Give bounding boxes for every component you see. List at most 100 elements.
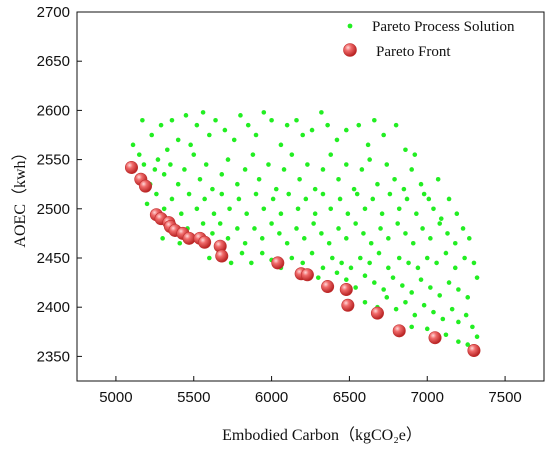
process-solution-point [456, 339, 461, 344]
process-solution-point [401, 186, 407, 192]
x-tick-label: 7000 [411, 389, 444, 406]
process-solution-point [378, 226, 383, 231]
process-solution-point [182, 167, 187, 172]
process-solution-point [395, 221, 400, 226]
process-solution-point [452, 265, 458, 271]
process-solution-point [311, 221, 316, 226]
process-solution-point [396, 255, 402, 261]
pareto-front-point [392, 324, 406, 338]
x-axis-title: Embodied Carbon（kgCO₂e） [222, 426, 422, 444]
y-tick-label: 2700 [37, 4, 70, 21]
process-solution-point [211, 211, 217, 217]
process-solution-point [236, 196, 242, 202]
process-solution-point [412, 152, 418, 157]
process-solution-point [428, 285, 433, 290]
pareto-front-point [370, 306, 384, 320]
process-solution-point [161, 206, 167, 212]
process-solution-point [160, 236, 165, 241]
process-solution-point [219, 172, 225, 177]
process-solution-point [361, 231, 366, 236]
process-solution-point [309, 127, 315, 133]
process-solution-point [353, 221, 358, 226]
process-solution-point [186, 191, 192, 197]
process-solution-point [284, 240, 290, 246]
process-solution-point [344, 277, 349, 282]
process-solution-point [213, 117, 218, 123]
process-solution-point [351, 186, 357, 192]
y-tick-label: 2350 [37, 348, 70, 365]
process-solution-point [421, 191, 427, 197]
pareto-front-point [215, 249, 229, 263]
process-solution-point [278, 211, 284, 217]
process-solution-point [362, 299, 368, 305]
process-solution-point [261, 110, 267, 115]
process-solution-point [235, 181, 240, 187]
process-solution-point [449, 306, 455, 312]
process-solution-point [158, 122, 164, 128]
process-solution-point [418, 181, 424, 187]
process-solution-point [372, 280, 377, 285]
process-solution-point [370, 196, 376, 202]
process-solution-point [242, 167, 248, 172]
process-solution-point [305, 162, 310, 167]
pareto-front-point [271, 256, 285, 270]
process-solution-point [368, 240, 374, 246]
process-solution-point [183, 113, 189, 118]
pareto-front-point [198, 235, 212, 249]
process-solution-point [367, 260, 372, 266]
process-solution-point [424, 255, 430, 261]
process-solution-point [303, 196, 309, 202]
process-solution-point [412, 312, 418, 318]
y-tick-label: 2600 [37, 102, 70, 119]
process-solution-point [406, 260, 411, 266]
process-solution-point [169, 117, 175, 123]
process-solution-point [266, 162, 271, 167]
process-solution-point [326, 240, 332, 246]
process-solution-point [273, 186, 279, 192]
process-solution-point [259, 236, 265, 241]
process-solution-point [443, 250, 449, 256]
process-solution-point [253, 132, 259, 138]
process-solution-point [362, 273, 368, 279]
process-solution-point [337, 196, 343, 202]
process-solution-point [431, 206, 436, 212]
process-solution-point [353, 285, 358, 290]
process-solution-point [358, 255, 363, 261]
process-solution-point [339, 260, 344, 266]
process-solution-point [238, 113, 243, 118]
process-solution-point [376, 250, 382, 256]
process-solution-point [403, 231, 408, 236]
process-solution-point [197, 176, 203, 182]
plot-frame [76, 11, 545, 382]
process-solution-point [437, 221, 443, 226]
process-solution-point [379, 211, 385, 217]
process-solution-point [320, 167, 326, 172]
legend-marker-process [347, 23, 353, 29]
y-tick-label: 2500 [37, 201, 70, 218]
process-solution-point [261, 206, 267, 212]
process-solution-point [286, 191, 292, 197]
process-solution-point [154, 191, 159, 197]
process-solution-point [404, 196, 410, 202]
process-solution-point [390, 275, 396, 280]
process-solution-point [177, 240, 183, 246]
process-solution-point [348, 265, 354, 271]
process-solution-point [203, 162, 209, 167]
x-tick-label: 6500 [333, 389, 366, 406]
y-tick-label: 2450 [37, 250, 70, 267]
process-solution-point [396, 206, 402, 212]
process-solution-point [452, 240, 458, 246]
process-solution-point [384, 162, 390, 167]
process-solution-point [465, 295, 471, 300]
process-solution-point [386, 236, 391, 241]
x-tick-label: 7500 [488, 389, 521, 406]
process-solution-point [319, 231, 324, 236]
process-solution-point [446, 280, 452, 285]
process-solution-point [289, 152, 295, 157]
process-solution-point [456, 287, 461, 292]
process-solution-point [434, 260, 439, 266]
process-solution-point [400, 283, 405, 288]
process-solution-point [284, 122, 290, 128]
process-solution-point [424, 326, 430, 332]
